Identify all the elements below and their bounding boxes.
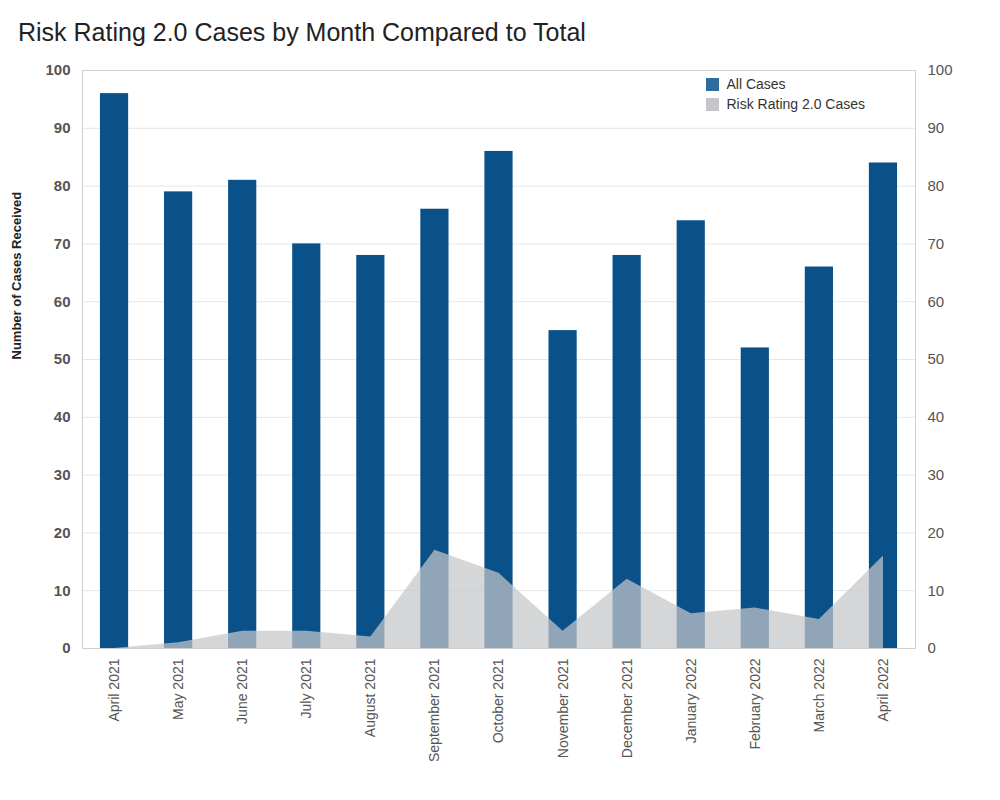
html-text:All Cases: All Cases [726,76,786,92]
svg-text:50: 50 [928,350,945,367]
svg-text:30: 30 [928,466,945,483]
svg-text:January 2022: January 2022 [683,658,699,743]
svg-text:May 2021: May 2021 [170,658,186,720]
svg-text:20: 20 [54,524,71,541]
svg-text:March 2022: March 2022 [811,658,827,732]
svg-text:100: 100 [45,61,70,78]
svg-text:60: 60 [54,293,71,310]
html-text:Risk Rating 2.0 Cases by Month: Risk Rating 2.0 Cases by Month Compared … [18,18,586,46]
svg-text:November 2021: November 2021 [555,658,571,758]
svg-text:April 2022: April 2022 [875,658,891,721]
svg-text:100: 100 [928,61,953,78]
svg-text:October 2021: October 2021 [490,658,506,743]
svg-text:0: 0 [928,639,936,656]
svg-text:30: 30 [54,466,71,483]
svg-text:40: 40 [928,408,945,425]
svg-text:10: 10 [54,582,71,599]
svg-text:70: 70 [54,235,71,252]
svg-text:Number of Cases Received: Number of Cases Received [9,192,24,360]
svg-text:80: 80 [928,177,945,194]
svg-text:40: 40 [54,408,71,425]
svg-text:0: 0 [62,639,70,656]
svg-text:80: 80 [54,177,71,194]
svg-text:September 2021: September 2021 [426,658,442,762]
svg-text:10: 10 [928,582,945,599]
svg-text:June 2021: June 2021 [234,658,250,724]
svg-text:February 2022: February 2022 [747,658,763,749]
svg-text:90: 90 [928,119,945,136]
svg-text:90: 90 [54,119,71,136]
svg-text:April 2021: April 2021 [106,658,122,721]
html-text:Risk Rating 2.0 Cases: Risk Rating 2.0 Cases [726,96,865,112]
svg-text:July 2021: July 2021 [298,658,314,718]
svg-text:70: 70 [928,235,945,252]
svg-text:20: 20 [928,524,945,541]
svg-text:60: 60 [928,293,945,310]
svg-text:December 2021: December 2021 [619,658,635,758]
svg-text:50: 50 [54,350,71,367]
svg-text:August 2021: August 2021 [362,658,378,737]
